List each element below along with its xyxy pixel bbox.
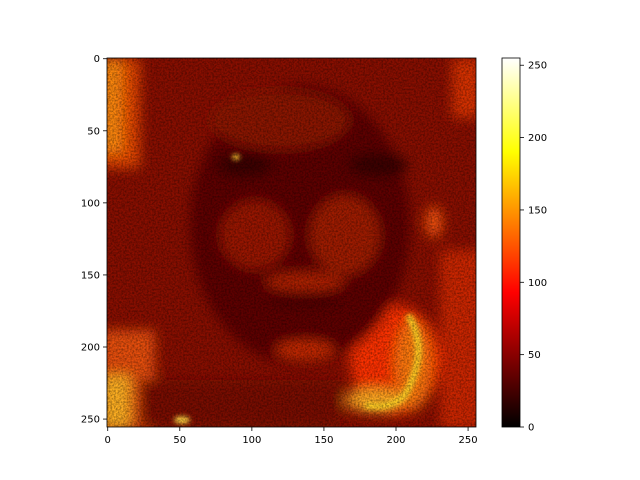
colorbar-frame <box>501 57 521 428</box>
colorbar-gradient <box>502 58 520 427</box>
x-tick-label: 50 <box>173 435 186 446</box>
y-tick-label: 150 <box>81 270 100 281</box>
colorbar-tick-label: 150 <box>528 205 547 216</box>
y-tick-label: 100 <box>81 198 100 209</box>
x-tick-label: 200 <box>386 435 405 446</box>
colorbar-tick-label: 200 <box>528 133 547 144</box>
colorbar-tick-label: 100 <box>528 278 547 289</box>
colorbar-tick-label: 50 <box>528 350 541 361</box>
y-tick-label: 0 <box>94 54 100 65</box>
y-tick-label: 250 <box>81 415 100 426</box>
colorbar: 0 50 100 150 200 250 <box>501 57 547 434</box>
y-tick-label: 50 <box>87 126 100 137</box>
heatmap-image <box>107 58 476 427</box>
colorbar-ticks: 0 50 100 150 200 250 <box>520 61 547 434</box>
x-tick-label: 250 <box>459 435 478 446</box>
x-tick-label: 150 <box>314 435 333 446</box>
x-tick-label: 100 <box>242 435 261 446</box>
plot-frame <box>106 57 477 428</box>
y-axis: 0 50 100 150 200 250 <box>81 54 107 426</box>
colorbar-tick-label: 250 <box>528 61 547 72</box>
x-axis: 0 50 100 150 200 250 <box>105 427 478 446</box>
colorbar-tick-label: 0 <box>528 423 534 434</box>
x-tick-label: 0 <box>105 435 111 446</box>
y-tick-label: 200 <box>81 343 100 354</box>
